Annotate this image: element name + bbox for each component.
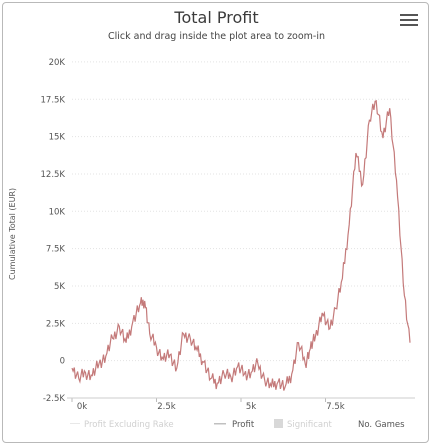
y-tick-label: 2.5K [46, 319, 66, 329]
x-axis-ticks: 0k 2.5k 5k 7.5k [71, 398, 345, 412]
x-axis-suffix-label: No. Games [358, 420, 405, 430]
x-tick-label: 2.5k [157, 402, 176, 412]
profit-series-line [71, 99, 411, 391]
y-tick-label: 12.5K [41, 170, 66, 180]
legend-line-profit-excl-rake [70, 423, 80, 424]
y-tick-label: -2.5K [43, 394, 66, 404]
y-tick-label: 15K [49, 133, 66, 143]
chart-title: Total Profit [174, 8, 259, 27]
grid-lines [72, 61, 410, 362]
x-tick-label: 7.5k [326, 402, 345, 412]
y-tick-label: 7.5K [46, 245, 66, 255]
chart-subtitle: Click and drag inside the plot area to z… [107, 31, 326, 42]
legend-item-profit: Profit [232, 420, 255, 430]
y-tick-label: 10K [49, 207, 66, 217]
x-tick-label: 5k [246, 402, 256, 412]
y-axis-title: Cumulative Total (EUR) [8, 188, 17, 280]
legend-item-profit-excluding-rake: Profit Excluding Rake [84, 420, 174, 430]
y-axis-ticks: -2.5K 0 2.5K 5K 7.5K 10K 12.5K 15K 17.5K 20K [41, 58, 66, 404]
y-tick-label: 17.5K [41, 95, 66, 105]
y-tick-label: 0 [60, 357, 65, 367]
legend-box-significant [274, 419, 283, 428]
legend-line-profit [214, 423, 226, 425]
y-tick-label: 20K [49, 58, 66, 68]
legend: Profit Excluding Rake Profit Significant… [70, 419, 405, 430]
x-tick-label: 0k [77, 402, 87, 412]
legend-item-significant: Significant [287, 420, 333, 430]
y-tick-label: 5K [54, 282, 65, 292]
hamburger-menu-icon[interactable] [400, 12, 418, 28]
